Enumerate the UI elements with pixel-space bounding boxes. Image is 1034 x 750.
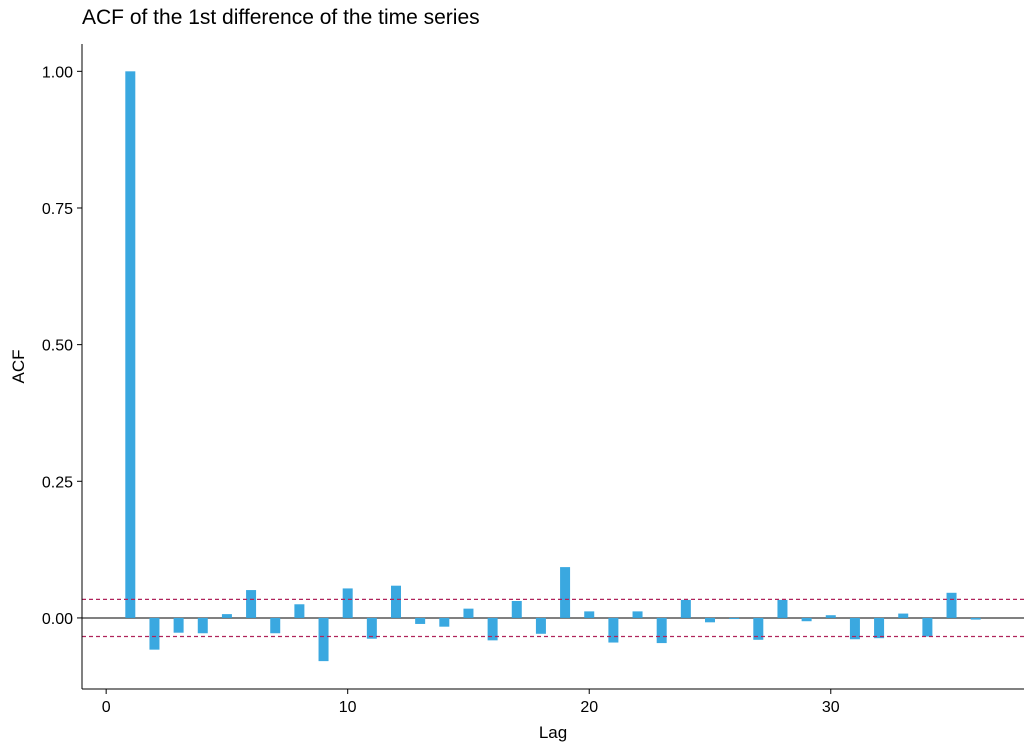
y-tick-label: 0.50 xyxy=(42,338,73,355)
x-tick-label: 20 xyxy=(580,699,598,716)
y-tick-label: 0.25 xyxy=(42,474,73,491)
acf-bar-lag-28 xyxy=(777,599,788,618)
acf-bar-lag-6 xyxy=(246,590,257,618)
x-tick-label: 30 xyxy=(822,699,840,716)
acf-bar-lag-10 xyxy=(342,588,353,618)
acf-bar-lag-21 xyxy=(608,617,619,643)
acf-bar-lag-19 xyxy=(560,567,571,618)
x-tick-label: 10 xyxy=(339,699,357,716)
acf-bar-lag-35 xyxy=(946,592,957,618)
chart-title: ACF of the 1st difference of the time se… xyxy=(82,6,480,29)
acf-bar-lag-7 xyxy=(270,617,281,634)
acf-bar-lag-17 xyxy=(511,600,522,618)
acf-bar-lag-30 xyxy=(825,615,836,618)
acf-bar-lag-13 xyxy=(415,617,426,624)
acf-bar-lag-5 xyxy=(221,614,232,618)
acf-bar-lag-27 xyxy=(753,617,764,640)
acf-bar-lag-34 xyxy=(922,617,933,637)
acf-bar-lag-20 xyxy=(584,611,595,618)
acf-bar-lag-36 xyxy=(970,617,981,620)
acf-bar-lag-23 xyxy=(656,617,667,644)
acf-bar-lag-29 xyxy=(801,617,812,622)
acf-bar-lag-25 xyxy=(705,617,715,623)
acf-bar-lag-26 xyxy=(729,617,740,620)
y-tick-label: 0.75 xyxy=(42,201,73,218)
y-axis-title: ACF xyxy=(9,350,28,384)
acf-bar-lag-31 xyxy=(849,617,860,640)
acf-bar-lag-33 xyxy=(898,613,909,618)
acf-bar-lag-22 xyxy=(632,611,643,618)
acf-bar-lag-1 xyxy=(125,71,136,618)
acf-bar-lag-12 xyxy=(391,585,401,618)
acf-bar-lag-16 xyxy=(487,617,498,641)
acf-bar-lag-11 xyxy=(366,617,377,639)
acf-bar-lag-18 xyxy=(535,617,546,634)
acf-bar-lag-2 xyxy=(149,617,160,650)
x-axis-title: Lag xyxy=(539,723,567,742)
acf-bar-lag-3 xyxy=(173,617,184,633)
y-tick-label: 1.00 xyxy=(42,64,73,81)
acf-bar-lag-8 xyxy=(294,604,305,618)
acf-bar-lag-24 xyxy=(680,599,691,618)
y-tick-label: 0.00 xyxy=(42,611,73,628)
acf-bar-lag-15 xyxy=(463,608,474,618)
acf-bar-lag-9 xyxy=(318,617,329,662)
acf-bar-lag-4 xyxy=(197,617,208,634)
acf-bar-lag-32 xyxy=(874,617,885,639)
acf-bar-lag-14 xyxy=(439,617,450,627)
x-tick-label: 0 xyxy=(102,699,111,716)
